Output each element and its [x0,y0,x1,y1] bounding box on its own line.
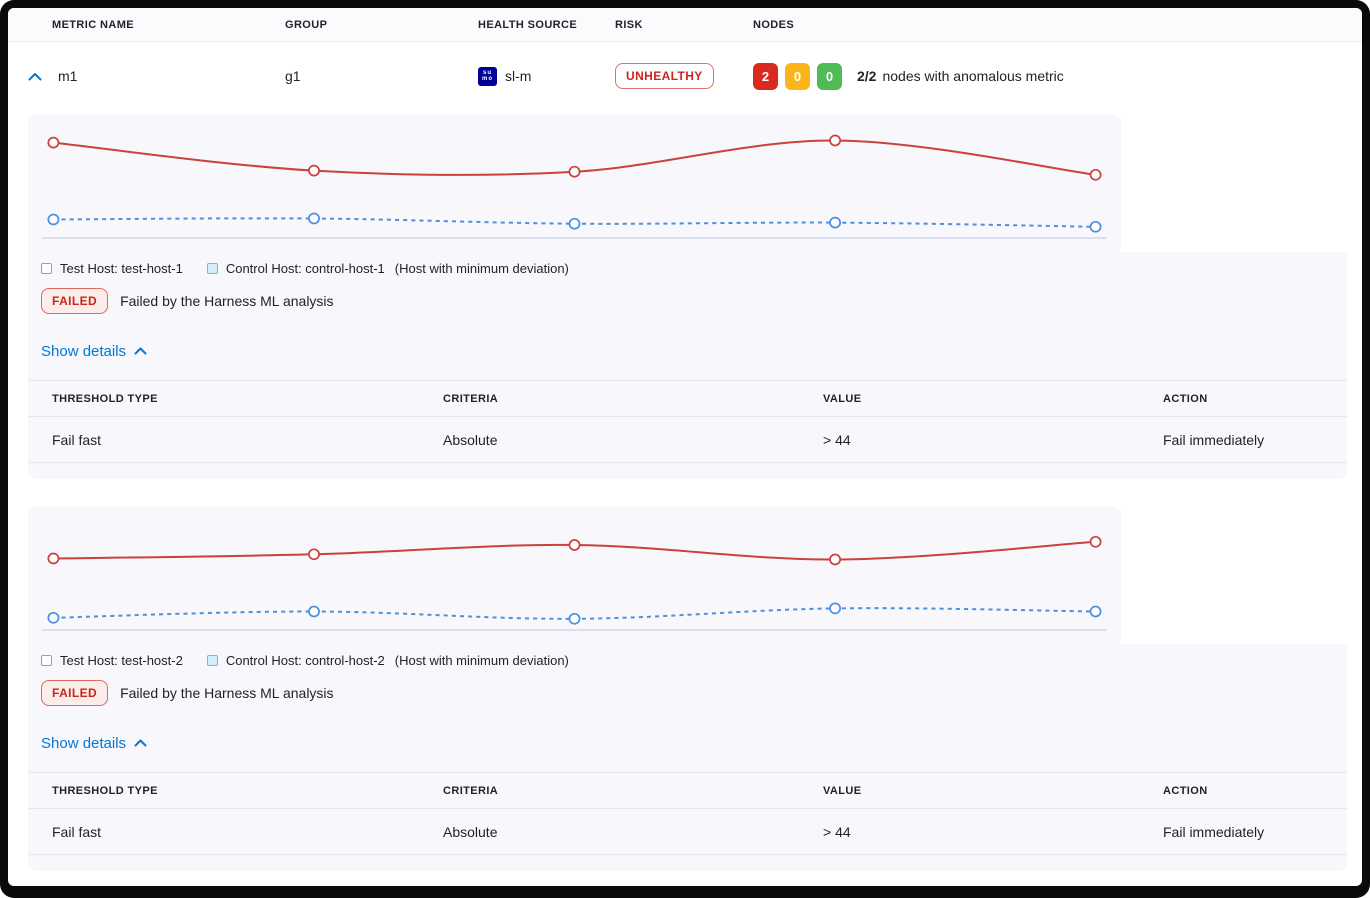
threshold-type-value: Fail fast [52,431,102,448]
column-header-value: VALUE [823,784,862,797]
table-row: Fail fast Absolute > 44 Fail immediately [28,809,1347,855]
metrics-table-header: METRIC NAME GROUP HEALTH SOURCE RISK NOD… [8,8,1362,42]
minimum-deviation-note: (Host with minimum deviation) [394,652,569,668]
collapse-row-button[interactable] [28,72,52,81]
nodes-description: nodes with anomalous metric [882,68,1064,84]
analysis-status-message: Failed by the Harness ML analysis [120,685,334,701]
criteria-value: Absolute [443,823,498,840]
show-details-link[interactable]: Show details [28,732,1347,754]
threshold-table-header: THRESHOLD TYPE CRITERIA VALUE ACTION [28,773,1347,809]
group-value: g1 [285,68,301,84]
column-header-health-source: HEALTH SOURCE [478,18,578,31]
test-host-legend-item[interactable]: Test Host: test-host-1 [41,261,183,276]
anomalous-nodes-count-badge: 2 [753,62,778,90]
healthy-nodes-count-badge: 0 [817,62,842,90]
test-host-legend-label: Test Host: test-host-2 [60,652,183,668]
analysis-status-row: FAILED Failed by the Harness ML analysis [28,288,1347,314]
failed-status-badge: FAILED [41,288,109,314]
timeseries-chart [42,535,1107,631]
chevron-up-icon [134,347,147,355]
minimum-deviation-note: (Host with minimum deviation) [394,260,569,276]
health-source-label: sl-m [505,68,532,84]
host-analysis-section: Test Host: test-host-2 Control Host: con… [28,507,1347,871]
metric-row-m1[interactable]: m1 g1 su mo sl-m UNHEALTHY 2 0 0 2/2 node… [8,42,1362,110]
value-value: > 44 [823,823,851,840]
control-host-legend-checkbox[interactable] [206,262,218,274]
column-header-nodes: NODES [753,18,795,31]
column-header-criteria: CRITERIA [443,784,499,797]
chart-row [28,507,1347,644]
warning-nodes-count-badge: 0 [785,62,810,90]
failed-status-badge: FAILED [41,680,109,706]
metric-name-value: m1 [58,68,78,84]
column-header-value: VALUE [823,392,862,405]
control-host-legend-item[interactable]: Control Host: control-host-1 [206,260,385,276]
show-details-label: Show details [41,734,127,752]
control-host-legend-checkbox[interactable] [206,654,218,666]
show-details-label: Show details [41,342,127,360]
table-row: Fail fast Absolute > 44 Fail immediately [28,417,1347,463]
control-host-legend-item[interactable]: Control Host: control-host-2 [206,652,385,668]
metric-analysis-panel: METRIC NAME GROUP HEALTH SOURCE RISK NOD… [8,8,1362,886]
column-header-metric-name: METRIC NAME [52,18,135,31]
column-header-criteria: CRITERIA [443,392,499,405]
threshold-details-table: THRESHOLD TYPE CRITERIA VALUE ACTION Fai… [28,772,1347,855]
section-body: Test Host: test-host-2 Control Host: con… [28,644,1347,871]
test-host-legend-label: Test Host: test-host-1 [60,260,183,276]
sumo-logic-icon: su mo [478,66,497,86]
chevron-up-icon [134,739,147,747]
value-value: > 44 [823,431,851,448]
nodes-ratio: 2/2 [857,68,877,84]
analysis-status-message: Failed by the Harness ML analysis [120,293,334,309]
control-host-legend-label: Control Host: control-host-2 [225,652,385,668]
test-host-legend-item[interactable]: Test Host: test-host-2 [41,653,183,668]
test-host-legend-checkbox[interactable] [41,262,52,274]
criteria-value: Absolute [443,431,498,448]
threshold-table-header: THRESHOLD TYPE CRITERIA VALUE ACTION [28,381,1347,417]
unhealthy-risk-badge: UNHEALTHY [615,63,714,89]
column-header-action: ACTION [1163,392,1208,405]
column-header-group: GROUP [285,18,328,31]
host-analysis-section: Test Host: test-host-1 Control Host: con… [28,115,1347,479]
chart-side-spacer [1121,507,1347,644]
column-header-threshold-type: THRESHOLD TYPE [52,784,158,797]
column-header-action: ACTION [1163,784,1208,797]
threshold-details-table: THRESHOLD TYPE CRITERIA VALUE ACTION Fai… [28,380,1347,463]
timeseries-chart [42,134,1107,239]
threshold-type-value: Fail fast [52,823,102,840]
nodes-cell: 2 0 0 2/2 nodes with anomalous metric [753,62,1362,90]
section-body: Test Host: test-host-1 Control Host: con… [28,252,1347,479]
control-host-legend-label: Control Host: control-host-1 [225,260,385,276]
action-value: Fail immediately [1163,431,1265,448]
chart-legend: Test Host: test-host-2 Control Host: con… [28,650,1347,670]
chart-side-spacer [1121,115,1347,252]
test-host-legend-checkbox[interactable] [41,654,52,666]
health-source-cell: su mo sl-m [478,66,615,86]
action-value: Fail immediately [1163,823,1265,840]
timeseries-chart-card [28,115,1121,252]
show-details-link[interactable]: Show details [28,340,1347,362]
timeseries-chart-card [28,507,1121,644]
analysis-status-row: FAILED Failed by the Harness ML analysis [28,680,1347,706]
column-header-threshold-type: THRESHOLD TYPE [52,392,158,405]
risk-cell: UNHEALTHY [615,63,753,89]
chevron-up-icon [28,72,42,80]
chart-legend: Test Host: test-host-1 Control Host: con… [28,258,1347,278]
chart-row [28,115,1347,252]
column-header-risk: RISK [615,18,643,31]
